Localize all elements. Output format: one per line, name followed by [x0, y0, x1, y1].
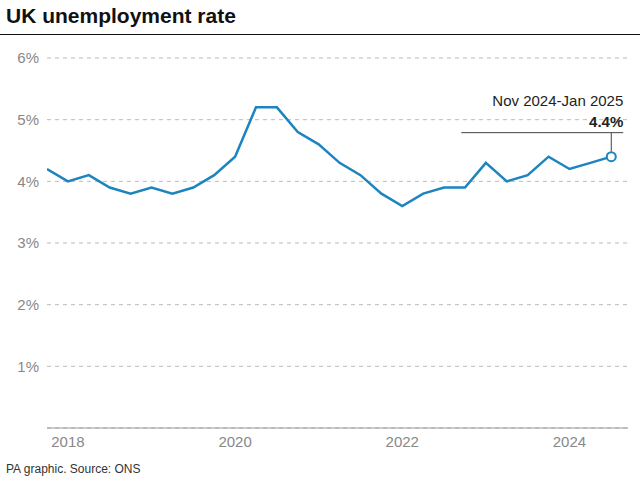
svg-text:5%: 5% — [17, 111, 39, 128]
svg-text:4%: 4% — [17, 173, 39, 190]
svg-text:2022: 2022 — [386, 433, 419, 450]
svg-text:Nov 2024-Jan 2025: Nov 2024-Jan 2025 — [492, 92, 623, 109]
svg-text:2018: 2018 — [51, 433, 84, 450]
svg-text:1%: 1% — [17, 358, 39, 375]
svg-text:2%: 2% — [17, 296, 39, 313]
svg-text:4.4%: 4.4% — [589, 113, 623, 130]
html-text:PA graphic. Source: ONS: PA graphic. Source: ONS — [6, 462, 141, 476]
html-text:UK unemployment rate: UK unemployment rate — [6, 4, 236, 27]
svg-text:2020: 2020 — [218, 433, 251, 450]
svg-text:6%: 6% — [17, 49, 39, 66]
svg-text:2024: 2024 — [553, 433, 586, 450]
svg-text:3%: 3% — [17, 234, 39, 251]
